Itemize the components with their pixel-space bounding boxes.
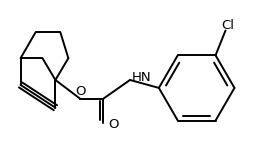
Text: Cl: Cl <box>221 19 234 32</box>
Text: O: O <box>75 85 86 98</box>
Text: HN: HN <box>132 71 152 84</box>
Text: O: O <box>108 118 118 131</box>
